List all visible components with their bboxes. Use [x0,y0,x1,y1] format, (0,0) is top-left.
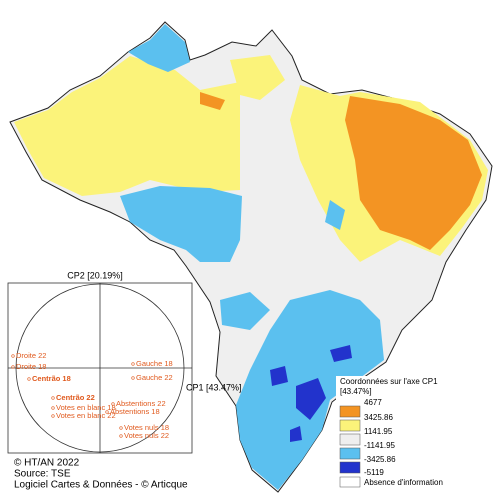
legend-title: Coordonnées sur l'axe CP1 [340,377,438,386]
credit: © HT/AN 2022 [14,458,80,469]
point-label: Abstentions 18 [110,407,160,416]
point-label: Centrão 22 [56,393,95,402]
point-label: Votes en blanc 22 [56,411,116,420]
dark-blue-regions [270,345,352,442]
point-marker [119,434,123,438]
point-label: Droite 18 [16,362,46,371]
orange-regions [200,92,482,250]
point-marker [51,396,55,400]
point-label: Centrão 18 [32,374,71,383]
point-marker [131,376,135,380]
legend-title: [43.47%] [340,387,372,396]
credit: Logiciel Cartes & Données - © Articque [14,480,188,491]
legend-break: -1141.95 [364,441,396,450]
correlation-circle: CP2 [20.19%] CP1 [43.47%] Droite 22 Droit… [7,270,242,454]
legend-swatch [339,433,361,446]
legend-break: -3425.86 [364,455,396,464]
point-marker [27,377,31,381]
point-label: Droite 22 [16,351,46,360]
legend-swatch [339,405,361,418]
legend-break: 3425.86 [364,413,393,422]
legend-no-data: Absence d'information [364,478,443,487]
legend-swatch [339,447,361,460]
point-label: Votes nuls 18 [124,423,169,432]
legend: Coordonnées sur l'axe CP1 [43.47%] 4677 … [336,376,450,490]
point-marker [51,414,55,418]
legend-break: -5119 [364,468,384,477]
legend-swatch [339,476,361,488]
point-marker [105,410,109,414]
point-marker [11,365,15,369]
point-marker [119,426,123,430]
axis-x-label: CP1 [43.47%] [186,382,242,392]
point-label: Gauche 22 [136,373,173,382]
point-marker [131,362,135,366]
legend-break: 1141.95 [364,427,393,436]
point-label: Abstentions 22 [116,399,166,408]
legend-break: 4677 [364,398,382,407]
point-marker [111,402,115,406]
legend-swatch [339,461,361,474]
axis-y-label: CP2 [20.19%] [67,270,123,280]
legend-swatch [339,419,361,432]
point-marker [11,354,15,358]
point-label: Gauche 18 [136,359,173,368]
point-label: Votes en blanc 18 [56,403,116,412]
point-label: Votes nuls 22 [124,431,169,440]
credit: Source: TSE [14,469,71,480]
point-marker [51,406,55,410]
